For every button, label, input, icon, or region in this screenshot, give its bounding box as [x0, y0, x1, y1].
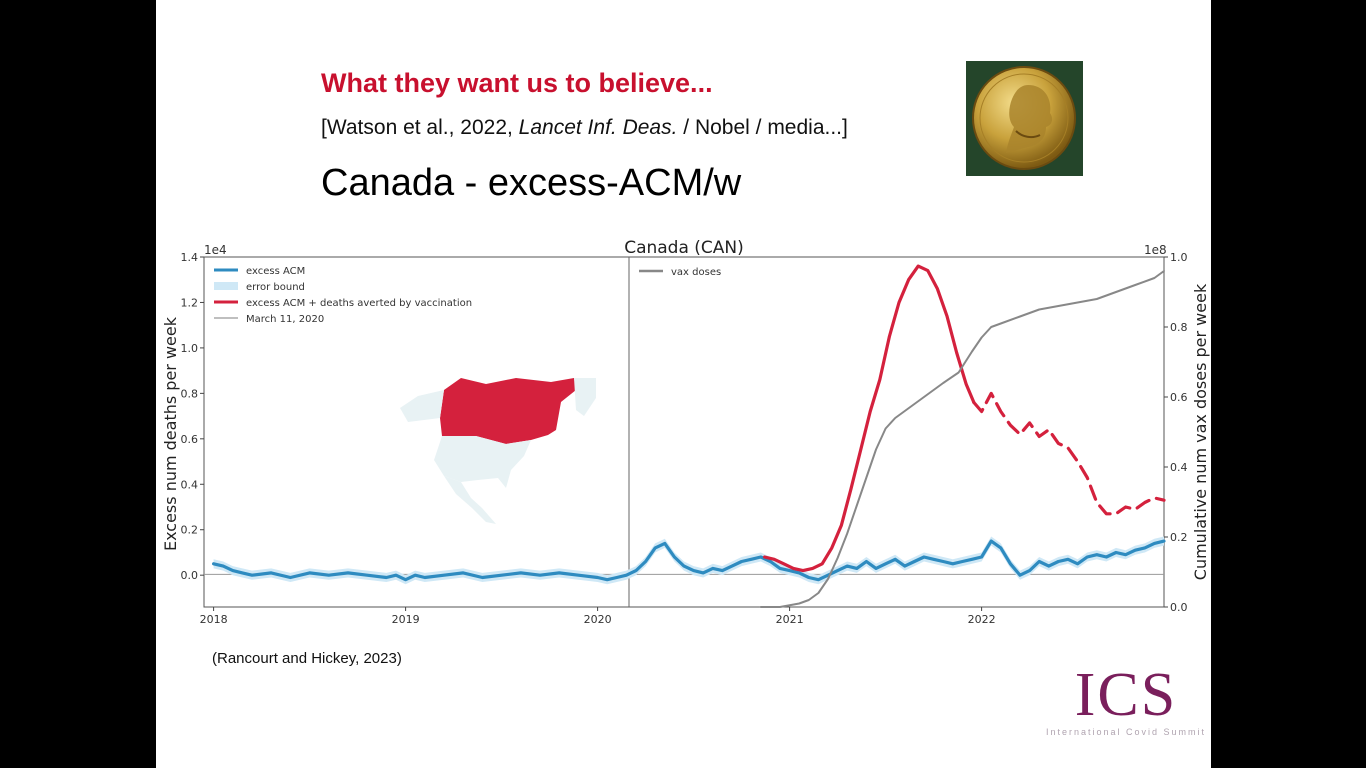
nobel-medal-image: [966, 61, 1083, 176]
left-tick-label: 0.4: [181, 478, 199, 491]
x-tick-label: 2022: [968, 613, 996, 626]
plot-area: [203, 256, 1165, 608]
slide-subtitle: Canada - excess-ACM/w: [321, 162, 742, 204]
slide-headline: What they want us to believe...: [321, 68, 713, 98]
ics-logo: ICS International Covid Summit: [1046, 655, 1206, 750]
legend-item-averted: excess ACM + deaths averted by vaccinati…: [246, 298, 472, 309]
x-tick-label: 2020: [584, 613, 612, 626]
left-tick-label: 1.2: [181, 296, 199, 309]
ics-logo-letters: ICS: [1074, 661, 1178, 729]
series-line-1: [763, 264, 976, 573]
inset-map-alaska: [400, 390, 444, 422]
series-line-3: [759, 270, 1165, 608]
x-tick-label: 2021: [776, 613, 804, 626]
x-axis-ticks: 2018 2019 2020 2021 2022: [200, 607, 996, 626]
legend-item-error-bound: error bound: [246, 282, 305, 293]
legend-right: vax doses: [639, 267, 721, 278]
slide-citation: [Watson et al., 2022, Lancet Inf. Deas. …: [321, 116, 848, 140]
inset-map-canada: [440, 378, 576, 444]
legend-left: excess ACM error bound excess ACM + deat…: [214, 266, 472, 325]
citation-post: / Nobel / media...]: [677, 116, 848, 139]
left-axis-exponent: 1e4: [204, 243, 227, 257]
chart-title: Canada (CAN): [624, 238, 744, 258]
left-axis-ticks: 0.0 0.2 0.4 0.6 0.8 1.0 1.2 1.4: [181, 251, 204, 582]
x-tick-label: 2018: [200, 613, 228, 626]
inset-map-usa: [434, 436, 531, 488]
inset-map: [400, 378, 596, 524]
right-axis-exponent: 1e8: [1144, 243, 1167, 257]
left-tick-label: 0.0: [181, 569, 199, 582]
ics-logo-text: International Covid Summit: [1045, 727, 1207, 737]
left-tick-label: 0.2: [181, 524, 199, 537]
series-line-2: [972, 391, 1166, 516]
right-tick-label: 0.2: [1170, 531, 1188, 544]
left-tick-label: 0.6: [181, 433, 199, 446]
left-tick-label: 0.8: [181, 387, 199, 400]
legend-item-excess-acm: excess ACM: [246, 266, 305, 277]
inset-map-greenland: [574, 378, 596, 416]
legend-item-vax-doses: vax doses: [671, 267, 721, 278]
right-tick-label: 0.8: [1170, 321, 1188, 334]
series-layer: [212, 264, 1166, 608]
right-tick-label: 0.0: [1170, 601, 1188, 614]
series-line-0: [212, 539, 1166, 582]
right-tick-label: 1.0: [1170, 251, 1188, 264]
left-axis-label: Excess num deaths per week: [161, 316, 180, 551]
citation-pre: [Watson et al., 2022,: [321, 116, 519, 139]
left-tick-label: 1.4: [181, 251, 199, 264]
legend-item-march-11: March 11, 2020: [246, 314, 324, 325]
right-tick-label: 0.6: [1170, 391, 1188, 404]
left-tick-label: 1.0: [181, 342, 199, 355]
series-error-bound: [213, 536, 1165, 585]
inset-map-mexico: [444, 476, 496, 524]
slide: What they want us to believe... [Watson …: [156, 0, 1211, 768]
citation-journal: Lancet Inf. Deas.: [518, 116, 678, 139]
right-tick-label: 0.4: [1170, 461, 1188, 474]
x-tick-label: 2019: [392, 613, 420, 626]
source-note: (Rancourt and Hickey, 2023): [212, 650, 402, 667]
right-axis-label: Cumulative num vax doses per week: [1191, 283, 1210, 580]
right-axis-ticks: 0.0 0.2 0.4 0.6 0.8 1.0: [1164, 251, 1188, 614]
excess-acm-chart: Canada (CAN) 1e4 1e8 Excess num deaths p…: [161, 238, 1210, 626]
